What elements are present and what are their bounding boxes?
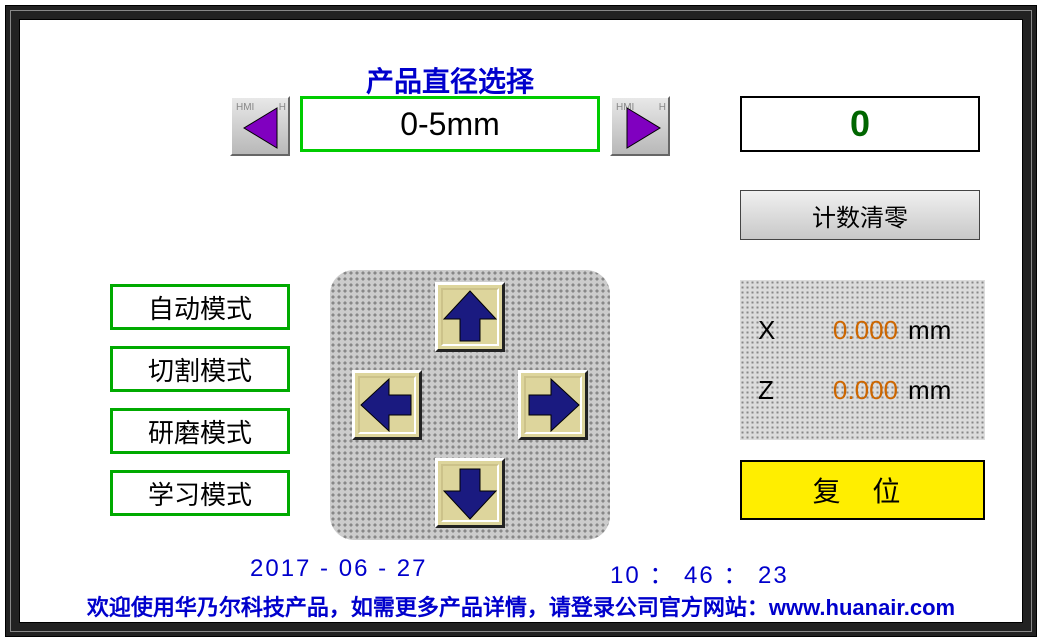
diameter-display: 0-5mm (300, 96, 600, 152)
diameter-next-button[interactable]: HMI H (610, 96, 670, 156)
counter-clear-button[interactable]: 计数清零 (740, 190, 980, 240)
screen: 产品直径选择 HMI H 0-5mm HMI H 0 计数清零 自动模式 切割模… (19, 19, 1023, 623)
counter-display: 0 (740, 96, 980, 152)
triangle-left-icon (232, 98, 292, 158)
page-title: 产品直径选择 (300, 60, 600, 100)
date-display: 2017 - 06 - 27 (250, 555, 427, 583)
footer-url[interactable]: www.huanair.com (769, 595, 955, 620)
outer-frame: 产品直径选择 HMI H 0-5mm HMI H 0 计数清零 自动模式 切割模… (5, 5, 1037, 637)
dpad-up-button[interactable] (435, 282, 505, 352)
dpad-right-button[interactable] (518, 370, 588, 440)
coord-z-row: Z 0.000 mm (758, 360, 967, 420)
coord-x-row: X 0.000 mm (758, 300, 967, 360)
coordinates-panel: X 0.000 mm Z 0.000 mm (740, 280, 985, 440)
coord-z-label: Z (758, 375, 798, 406)
dpad-left-button[interactable] (352, 370, 422, 440)
diameter-value: 0-5mm (400, 106, 500, 143)
coord-x-label: X (758, 315, 798, 346)
coord-z-value: 0.000 (798, 375, 908, 406)
arrow-down-icon (440, 463, 500, 523)
arrow-left-icon (357, 375, 417, 435)
dpad-down-button[interactable] (435, 458, 505, 528)
coord-x-unit: mm (908, 315, 951, 346)
counter-value: 0 (850, 103, 870, 145)
mode-learn-button[interactable]: 学习模式 (110, 470, 290, 516)
arrow-up-icon (440, 287, 500, 347)
mode-label: 切割模式 (148, 351, 252, 388)
coord-z-unit: mm (908, 375, 951, 406)
mode-cut-button[interactable]: 切割模式 (110, 346, 290, 392)
diameter-prev-button[interactable]: HMI H (230, 96, 290, 156)
mode-label: 研磨模式 (148, 413, 252, 450)
coord-x-value: 0.000 (798, 315, 908, 346)
mode-label: 学习模式 (148, 475, 252, 512)
reset-button[interactable]: 复 位 (740, 460, 985, 520)
reset-label: 复 位 (813, 470, 913, 510)
triangle-right-icon (612, 98, 672, 158)
footer-text: 欢迎使用华乃尔科技产品，如需更多产品详情，请登录公司官方网站：www.huana… (20, 590, 1022, 622)
mode-label: 自动模式 (148, 289, 252, 326)
arrow-right-icon (523, 375, 583, 435)
dpad-panel (330, 270, 610, 540)
mode-grind-button[interactable]: 研磨模式 (110, 408, 290, 454)
time-display: 10 ： 46 ： 23 (610, 555, 789, 590)
mode-auto-button[interactable]: 自动模式 (110, 284, 290, 330)
mid-frame: 产品直径选择 HMI H 0-5mm HMI H 0 计数清零 自动模式 切割模… (10, 10, 1032, 632)
footer-prefix: 欢迎使用华乃尔科技产品，如需更多产品详情，请登录公司官方网站： (87, 595, 769, 620)
counter-clear-label: 计数清零 (812, 198, 908, 233)
